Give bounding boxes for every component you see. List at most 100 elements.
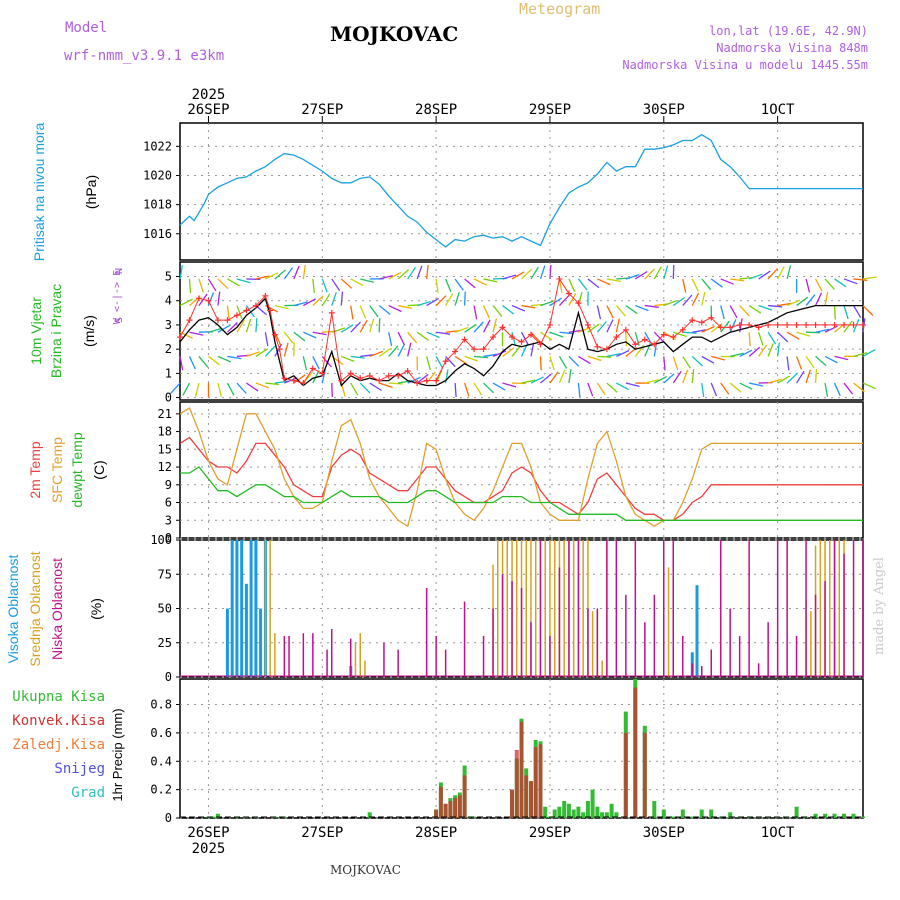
wind-direction-arrow: [767, 378, 782, 384]
wind-gust-marker: [385, 372, 392, 379]
wind-direction-arrow: [416, 331, 429, 341]
wind-gust-marker: [613, 334, 620, 341]
precip-conv-bar: [633, 687, 638, 818]
precip-total-bar: [600, 812, 605, 818]
precip-conv-bar: [453, 798, 458, 818]
wind-direction-arrow: [862, 382, 877, 390]
wind-direction-arrow: [217, 324, 231, 333]
precip-total-bar: [709, 809, 714, 818]
wind-direction-arrow: [625, 305, 638, 315]
wind-direction-arrow: [635, 304, 649, 312]
wind-direction-arrow: [654, 375, 668, 384]
cloud-mid-bar: [269, 540, 271, 677]
wind-direction-arrow: [511, 271, 525, 280]
cloud-low-bar: [326, 649, 328, 677]
cloud-mid-bar: [810, 611, 812, 677]
precip-conv-bar: [514, 749, 519, 818]
wind-speed-line: [179, 297, 863, 387]
wind-direction-arrow: [805, 369, 812, 384]
top-day-label: 30SEP: [643, 102, 685, 118]
wind-gust-marker: [271, 331, 278, 338]
wind-direction-arrow: [814, 278, 823, 292]
model-label: Model: [65, 20, 108, 36]
wind-direction-arrow: [188, 356, 196, 370]
wind-direction-arrow: [691, 292, 700, 306]
precip-total-bar: [604, 812, 609, 818]
cloud-mid-bar: [530, 540, 532, 677]
wind-direction-arrow: [834, 278, 847, 288]
wind-direction-arrow: [483, 353, 498, 358]
precip-total-bar: [813, 813, 818, 818]
wind-gust-marker: [698, 319, 705, 326]
cloud-low-bar: [672, 540, 674, 677]
wind-direction-arrow: [615, 318, 620, 333]
wind-gust-marker: [423, 377, 430, 384]
wind-direction-arrow: [217, 382, 222, 397]
t2m-title: 2m Temp: [27, 441, 43, 499]
precip-total-bar: [590, 789, 595, 818]
precip-total-bar: [595, 806, 600, 818]
wind-direction-arrow: [255, 275, 270, 280]
wind-direction-arrow: [701, 325, 715, 333]
wind-gust-marker: [177, 334, 183, 341]
wind-direction-arrow: [568, 355, 580, 367]
wind-gust-marker: [622, 326, 629, 333]
cloud-low-bar: [682, 635, 684, 677]
wind-direction-arrow: [853, 278, 868, 282]
wind-direction-arrow: [198, 356, 209, 368]
wind-direction-arrow: [521, 268, 533, 280]
wind-gust-marker: [309, 365, 316, 372]
top-day-label: 26SEP: [187, 102, 229, 118]
wind-direction-arrow: [796, 370, 805, 384]
wind-direction-arrow: [862, 305, 874, 316]
wind-direction-arrow: [672, 264, 675, 279]
wind-direction-arrow: [217, 291, 221, 306]
pressure-unit: (hPa): [83, 175, 99, 209]
cloud-mid-bar: [544, 540, 546, 677]
precip-conv-bar: [438, 786, 443, 818]
wind-direction-arrow: [436, 331, 451, 335]
wind-direction-arrow: [730, 278, 745, 282]
precip-legend-label: Zaledj.Kisa: [12, 737, 105, 753]
wind-direction-arrow: [274, 343, 283, 357]
wind-direction-arrow: [226, 382, 235, 396]
y-tick-label: 0: [165, 670, 172, 684]
cloud-low-bar: [710, 649, 712, 677]
bottom-day-label: 27SEP: [301, 825, 343, 841]
wind-direction-arrow: [194, 382, 200, 397]
cloud-low-bar: [482, 635, 485, 677]
wind-direction-arrow: [369, 382, 382, 392]
wind-gust-marker: [831, 321, 838, 328]
precip-total-bar: [823, 813, 828, 818]
wind-gust-marker: [509, 334, 516, 341]
wind-direction-arrow: [511, 345, 522, 357]
wind-direction-arrow: [606, 305, 614, 319]
precip-total-bar: [832, 813, 837, 818]
wind-gust-marker: [679, 326, 686, 333]
wind-gust-marker: [452, 348, 459, 355]
wind-gust-marker: [717, 324, 724, 331]
cloud-low-bar: [383, 642, 385, 678]
wind-direction-arrow: [739, 349, 753, 358]
cloud-mid-bar: [591, 611, 594, 677]
y-tick-label: 12: [158, 460, 172, 474]
y-tick-label: 25: [158, 636, 172, 650]
wind-direction-arrow: [824, 325, 838, 333]
wind-direction-arrow: [644, 379, 659, 384]
wind-direction-arrow: [293, 265, 300, 280]
y-tick-label: 9: [165, 478, 172, 492]
wind-direction-arrow: [729, 382, 742, 393]
precip-conv-bar: [524, 775, 529, 818]
cloud-low-bar: [568, 540, 570, 677]
wind-direction-arrow: [644, 304, 659, 308]
wind-direction-arrow: [597, 355, 612, 358]
wind-direction-arrow: [530, 266, 539, 280]
wind-direction-arrow: [833, 382, 841, 397]
city-title: MOJKOVAC: [330, 22, 459, 46]
wind-direction-arrow: [397, 331, 405, 346]
precip-total-bar: [652, 801, 657, 818]
wind-direction-arrow: [616, 382, 630, 391]
wind-direction-arrow: [815, 328, 830, 333]
cloud-mid-bar: [359, 633, 361, 677]
wind-direction-arrow: [597, 278, 611, 286]
